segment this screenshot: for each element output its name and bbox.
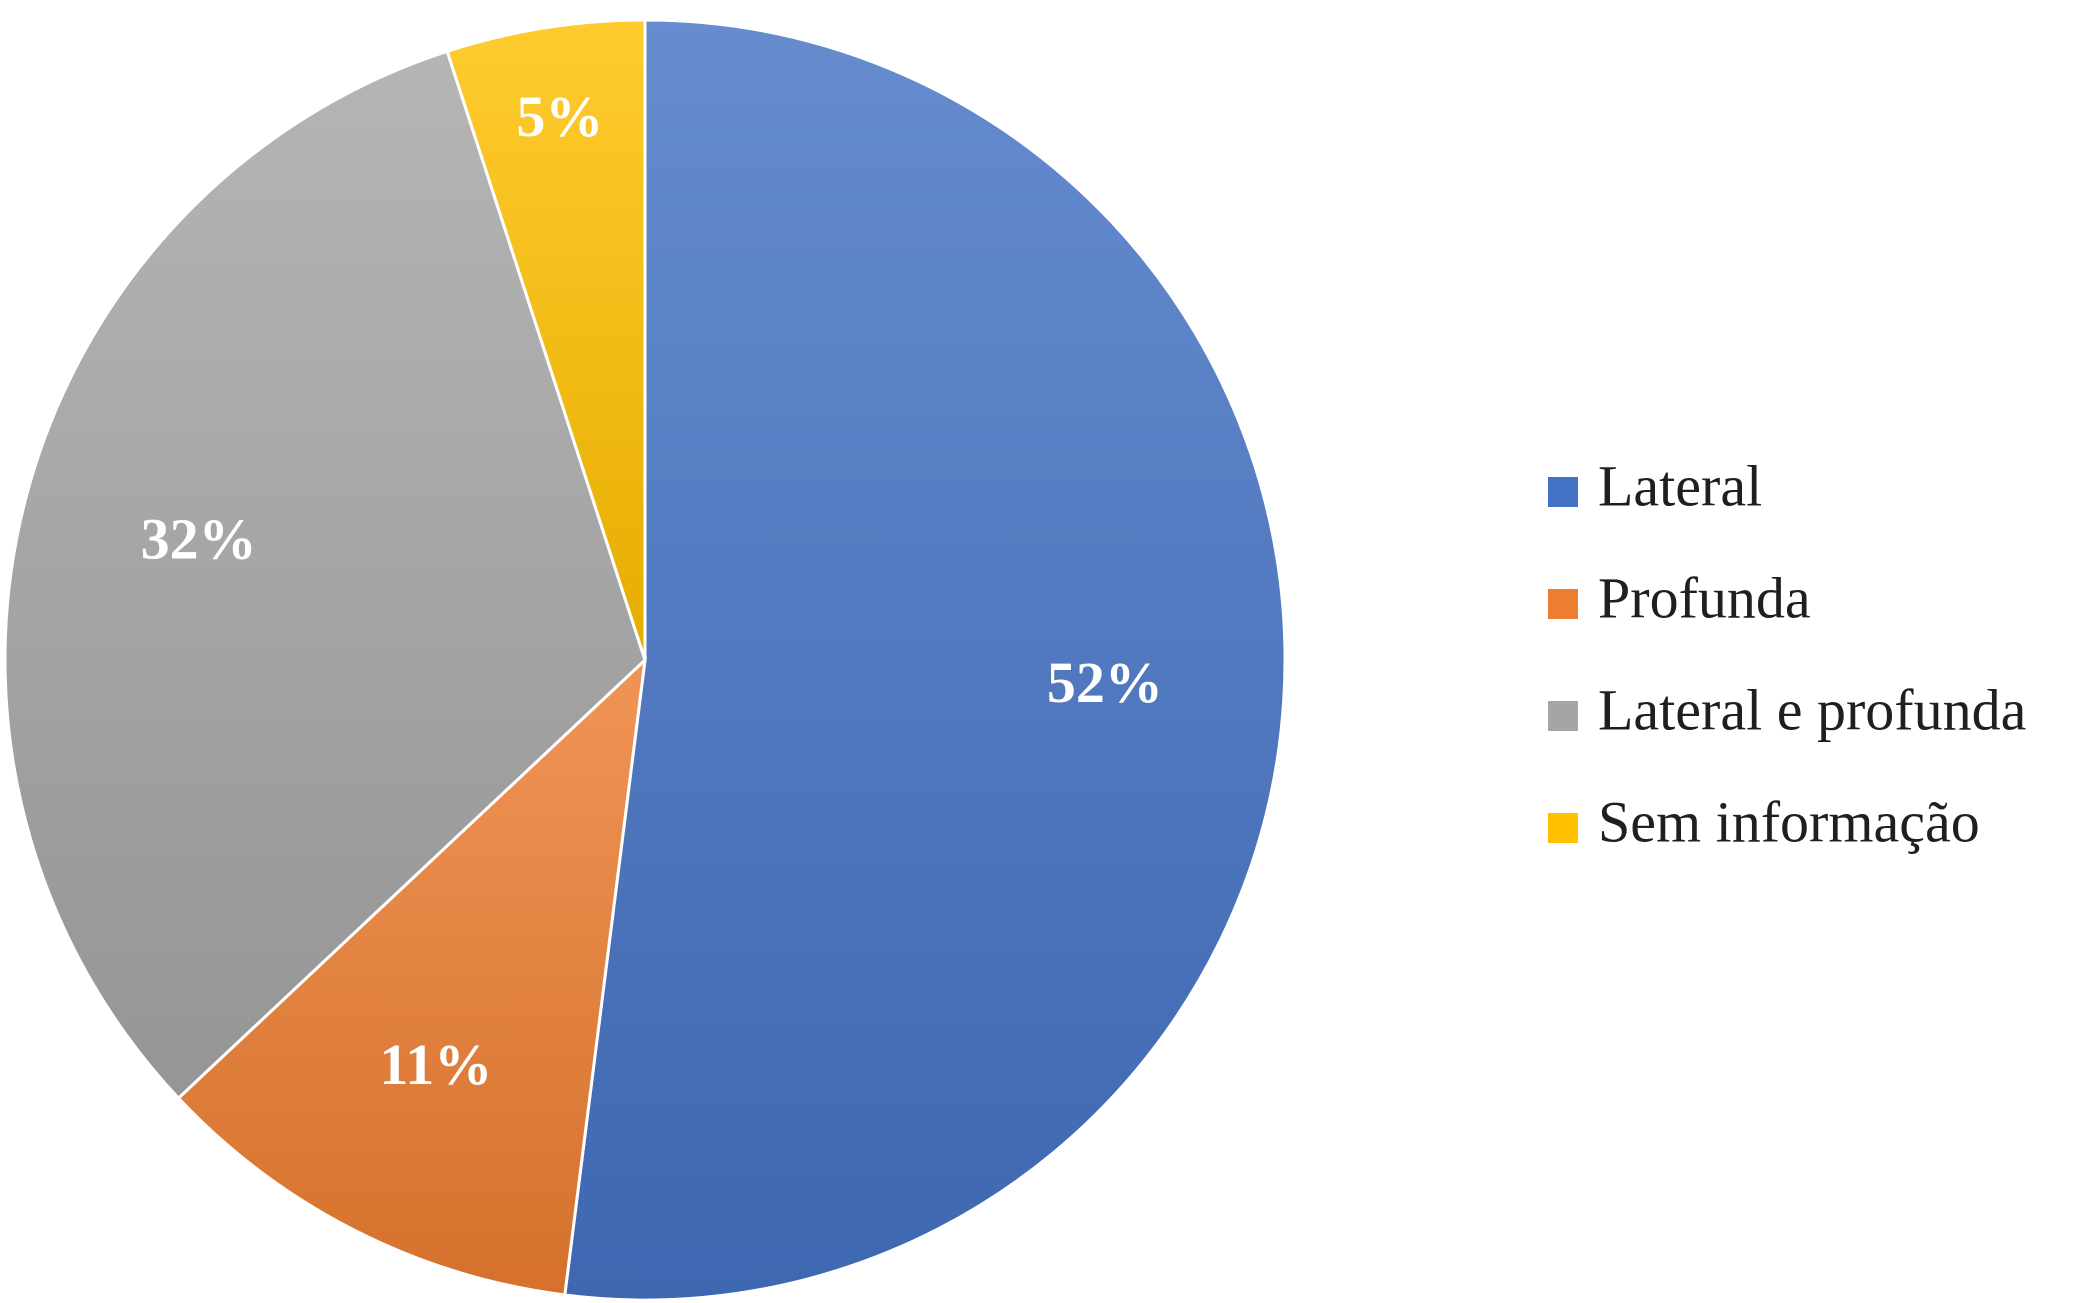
legend-swatch-profunda xyxy=(1548,589,1578,619)
pie-data-labels: 52% 11% 32% 5% xyxy=(141,84,1163,1097)
pie-slice-profunda xyxy=(176,656,648,1297)
legend-label-lateral-e-profunda: Lateral e profunda xyxy=(1598,677,2026,742)
data-label-lateral: 52% xyxy=(1047,650,1163,715)
pie-slice-lateral xyxy=(563,18,1287,1302)
legend-label-lateral: Lateral xyxy=(1598,453,1762,518)
legend-swatch-sem-informacao xyxy=(1548,813,1578,843)
legend-label-sem-informacao: Sem informação xyxy=(1598,789,1980,854)
legend-item-lateral-e-profunda: Lateral e profunda xyxy=(1548,677,2026,742)
data-label-sem-informacao: 5% xyxy=(516,84,603,149)
legend-label-profunda: Profunda xyxy=(1598,565,1811,630)
data-label-lateral-e-profunda: 32% xyxy=(141,507,257,572)
legend-swatch-lateral-e-profunda xyxy=(1548,701,1578,731)
pie-slice-sem-informacao xyxy=(445,18,647,661)
chart-legend: Lateral Profunda Lateral e profunda Sem inf… xyxy=(1548,453,2026,854)
pie-slice-lateral-e-profunda xyxy=(3,49,647,1101)
legend-item-profunda: Profunda xyxy=(1548,565,1811,630)
legend-item-sem-informacao: Sem informação xyxy=(1548,789,1980,854)
legend-swatch-lateral xyxy=(1548,477,1578,507)
data-label-profunda: 11% xyxy=(379,1032,492,1097)
pie-slices xyxy=(3,18,1287,1302)
legend-item-lateral: Lateral xyxy=(1548,453,1762,518)
